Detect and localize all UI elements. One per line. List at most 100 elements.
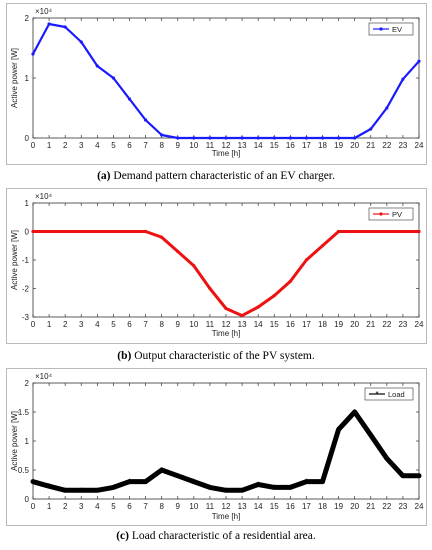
data-point [369,229,373,234]
x-tick-label: 20 [350,320,359,329]
x-tick-label: 7 [143,502,148,511]
x-tick-label: 20 [350,141,359,150]
y-tick-label: -2 [22,285,30,294]
data-point [272,136,276,140]
data-point [79,229,83,234]
data-point: * [35,479,38,488]
data-point [31,52,35,56]
data-point: * [385,454,388,463]
x-tick-label: 13 [238,141,247,150]
x-tick-label: 14 [254,141,263,150]
x-tick-label: 21 [366,320,375,329]
data-point [304,258,309,262]
x-tick-label: 2 [63,502,68,511]
data-point: * [192,478,195,487]
x-tick-label: 19 [334,502,343,511]
x-tick-label: 19 [334,320,343,329]
data-point [176,136,180,140]
data-point [224,306,228,311]
y-tick-label: 0 [25,495,30,504]
data-point [256,305,260,309]
data-point [240,136,244,140]
data-point [417,59,421,63]
x-tick-label: 16 [286,141,295,150]
x-tick-label: 0 [31,502,36,511]
data-point: * [353,408,356,417]
data-point: * [112,483,115,492]
x-tick-label: 2 [63,141,68,150]
y-tick-label: 1.5 [18,408,30,417]
x-tick-label: 3 [79,141,84,150]
data-point: * [160,466,163,475]
legend-marker: * [375,390,378,399]
x-tick-label: 13 [238,320,247,329]
x-tick-label: 7 [143,320,148,329]
x-axis-label: Time [h] [212,329,241,338]
y-axis-label: Active power [W] [10,230,19,290]
data-point [176,249,180,254]
y-tick-label: -1 [22,256,30,265]
y-exponent-label: ×10⁴ [35,372,53,381]
x-tick-label: 9 [176,141,181,150]
data-point [401,229,405,234]
legend-label: EV [392,25,402,34]
x-tick-label: 16 [286,320,295,329]
data-point [192,264,196,268]
data-point [385,229,389,234]
x-tick-label: 0 [31,141,36,150]
caption-load-tag: (c) [116,530,129,542]
x-tick-label: 10 [189,320,198,329]
chart-frame-pv: 0 1 2 3 4 5 6 7 8 9 10 11 12 13 14 15 16 17 18 19 20 21 22 23 24… [6,188,427,344]
data-point [111,229,116,234]
x-tick-label: 17 [302,502,311,511]
data-point [208,286,212,291]
legend-box [368,207,414,221]
x-tick-label: 6 [127,320,132,329]
data-point [160,133,164,137]
data-point: * [417,472,420,481]
x-tick-label: 5 [111,502,116,511]
caption-ev-tag: (a) [97,170,111,182]
y-axis-label: Active power [W] [10,411,19,471]
plot-area [32,202,420,318]
x-tick-label: 4 [95,141,100,150]
data-point: * [176,472,179,481]
data-point: * [273,483,276,492]
x-tick-label: 23 [398,502,407,511]
data-point [208,136,212,140]
panel-load: 0 1 2 3 4 5 6 7 8 9 10 11 12 13 14 15 16 17 18 19 20 21 22 23 24… [0,368,432,550]
data-point [304,136,309,140]
x-tick-label: 11 [206,502,215,511]
data-point [272,294,276,298]
caption-pv: (b) Output characteristic of the PV syst… [0,350,432,362]
x-tick-label: 21 [366,141,375,150]
x-tick-label: 11 [206,141,215,150]
data-point: * [31,478,34,487]
data-point [288,136,292,140]
legend-label: Load [388,390,405,399]
data-point: * [128,478,131,487]
data-point [127,97,132,101]
x-tick-label: 9 [176,502,181,511]
data-point [63,229,67,234]
data-point [320,136,325,140]
x-tick-label: 17 [302,320,311,329]
x-tick-label: 23 [398,320,407,329]
data-point [417,229,421,234]
data-point [353,136,357,140]
data-point: * [305,478,308,487]
x-tick-label: 0 [31,320,36,329]
x-tick-label: 19 [334,141,343,150]
caption-ev-text: Demand pattern characteristic of an EV c… [110,170,335,182]
x-tick-label: 11 [206,320,215,329]
data-point [192,136,196,140]
x-tick-label: 1 [47,141,52,150]
plot-area [32,382,420,500]
data-point: * [401,472,404,481]
data-point: * [369,431,372,440]
data-point [31,229,35,234]
data-point [240,313,244,318]
y-tick-label: 2 [25,379,30,388]
x-tick-label: 18 [318,141,327,150]
x-tick-label: 22 [382,141,391,150]
